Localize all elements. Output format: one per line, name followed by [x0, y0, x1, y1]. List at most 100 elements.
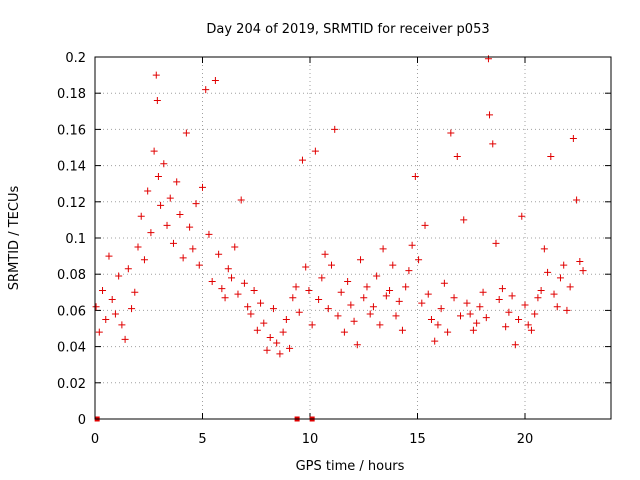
data-point: [573, 196, 581, 204]
data-point: [544, 268, 552, 276]
data-point: [427, 315, 435, 323]
data-point: [366, 310, 374, 318]
y-tick-label: 0.16: [57, 123, 86, 138]
data-point: [295, 308, 303, 316]
data-point: [321, 250, 329, 258]
data-point: [450, 294, 458, 302]
data-point: [569, 134, 577, 142]
data-point: [431, 337, 439, 345]
data-point: [453, 153, 461, 161]
data-point: [444, 328, 452, 336]
data-point: [411, 172, 419, 180]
grid-lines: [95, 57, 611, 419]
y-tick-label: 0.06: [57, 304, 86, 319]
data-point: [186, 223, 194, 231]
data-point: [121, 335, 129, 343]
data-point: [505, 308, 513, 316]
data-point: [382, 292, 390, 300]
data-point: [124, 265, 132, 273]
data-point: [457, 312, 464, 320]
data-point: [266, 334, 274, 342]
y-tick-label: 0.12: [57, 196, 86, 211]
data-point: [508, 292, 516, 300]
data-point: [515, 315, 523, 323]
data-point: [173, 178, 181, 186]
x-tick-label: 10: [302, 432, 319, 447]
x-tick-label: 20: [517, 432, 534, 447]
x-tick-labels: 0 5 10 15 20: [91, 432, 533, 447]
data-point: [415, 256, 423, 264]
data-point: [308, 321, 316, 329]
data-point: [108, 296, 116, 304]
data-point: [279, 328, 287, 336]
data-point: [408, 241, 416, 249]
data-point: [502, 323, 510, 331]
data-point: [263, 346, 271, 354]
data-point: [482, 314, 490, 322]
data-point: [524, 321, 532, 329]
data-point: [237, 196, 245, 204]
data-point: [289, 294, 297, 302]
data-point: [389, 261, 397, 269]
data-point: [424, 290, 432, 298]
data-point: [566, 283, 574, 291]
data-point: [476, 303, 484, 311]
data-points: [92, 55, 587, 422]
data-point: [137, 212, 145, 220]
y-tick-label: 0.18: [57, 87, 86, 102]
data-point: [576, 258, 584, 266]
data-point: [153, 96, 161, 104]
chart-title: Day 204 of 2019, SRMTID for receiver p05…: [206, 22, 489, 37]
data-point: [269, 305, 277, 313]
y-tick-label: 0.08: [57, 268, 86, 283]
data-point: [199, 183, 206, 191]
data-point: [402, 283, 410, 291]
data-point: [328, 261, 335, 269]
data-point: [152, 71, 160, 79]
data-point: [418, 299, 426, 307]
data-point: [208, 277, 216, 285]
data-point: [169, 239, 177, 247]
data-point: [398, 326, 406, 334]
y-tick-label: 0.1: [65, 232, 86, 247]
data-point: [315, 296, 323, 304]
data-point: [163, 221, 171, 229]
data-point: [337, 288, 345, 296]
data-point: [479, 288, 487, 296]
data-point: [484, 55, 492, 63]
data-point: [99, 286, 107, 294]
data-point: [118, 321, 126, 329]
data-point: [292, 283, 300, 291]
data-point: [134, 243, 142, 251]
data-point: [324, 305, 332, 313]
data-point: [527, 326, 535, 334]
data-point: [273, 339, 281, 347]
data-point: [111, 310, 119, 318]
data-point: [140, 256, 148, 264]
data-point: [128, 305, 136, 313]
data-point: [469, 326, 477, 334]
data-point: [376, 321, 384, 329]
data-point: [440, 279, 448, 287]
data-point: [350, 317, 358, 325]
data-point: [405, 267, 413, 275]
plot-frame: [94, 56, 612, 420]
data-point: [353, 341, 361, 349]
data-point: [154, 172, 162, 180]
y-tick-label: 0.04: [57, 341, 86, 356]
data-point: [369, 303, 377, 311]
y-axis-label: SRMTID / TECUs: [7, 186, 22, 291]
data-point: [182, 129, 190, 137]
data-point: [340, 328, 348, 336]
data-point: [276, 350, 284, 358]
data-point: [231, 243, 239, 251]
data-point: [473, 319, 481, 327]
data-point: [521, 301, 529, 309]
data-point: [150, 147, 158, 155]
data-point: [553, 303, 561, 311]
data-point: [537, 286, 545, 294]
data-point: [131, 288, 139, 296]
data-point: [363, 283, 371, 291]
data-point: [344, 277, 352, 285]
data-point: [189, 245, 197, 253]
